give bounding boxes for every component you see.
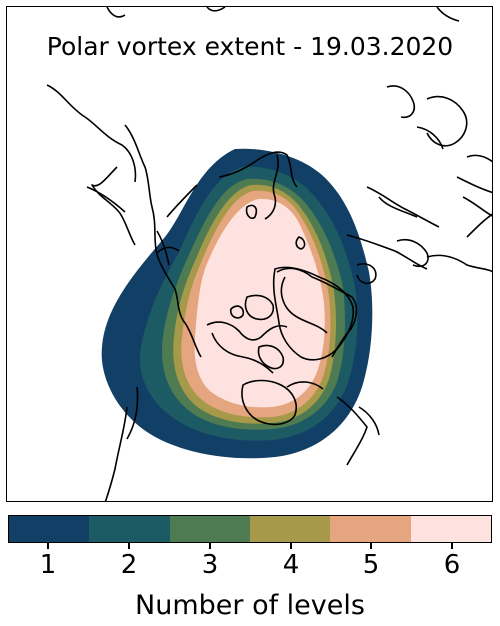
colorbar-segment-2 bbox=[89, 516, 170, 542]
colorbar-tick-label-3: 3 bbox=[201, 550, 219, 580]
colorbar-tick bbox=[128, 543, 130, 549]
colorbar-tick bbox=[47, 543, 49, 549]
vortex-map: Polar vortex extent - 19.03.2020 bbox=[46, 7, 492, 501]
colorbar bbox=[8, 515, 492, 543]
colorbar-tick-label-5: 5 bbox=[362, 550, 380, 580]
colorbar-segment-3 bbox=[169, 516, 250, 542]
colorbar-tick-label-1: 1 bbox=[39, 550, 57, 580]
map-panel: Polar vortex extent - 19.03.2020 bbox=[6, 6, 493, 502]
vortex-level-6 bbox=[194, 198, 325, 408]
colorbar-tick bbox=[290, 543, 292, 549]
colorbar-tick-label-4: 4 bbox=[282, 550, 300, 580]
colorbar-tick-label-2: 2 bbox=[120, 550, 138, 580]
colorbar-tick bbox=[370, 543, 372, 549]
colorbar-tick bbox=[209, 543, 211, 549]
colorbar-segment-5 bbox=[330, 516, 411, 542]
colorbar-tick bbox=[451, 543, 453, 549]
colorbar-tick-label-6: 6 bbox=[443, 550, 461, 580]
colorbar-segment-4 bbox=[249, 516, 331, 542]
coastlines bbox=[46, 7, 492, 501]
map-title: Polar vortex extent - 19.03.2020 bbox=[47, 32, 453, 61]
colorbar-segment-6 bbox=[410, 516, 491, 542]
colorbar-segment-1 bbox=[9, 516, 90, 542]
greenland-outline bbox=[272, 266, 355, 361]
colorbar-title: Number of levels bbox=[135, 590, 365, 621]
